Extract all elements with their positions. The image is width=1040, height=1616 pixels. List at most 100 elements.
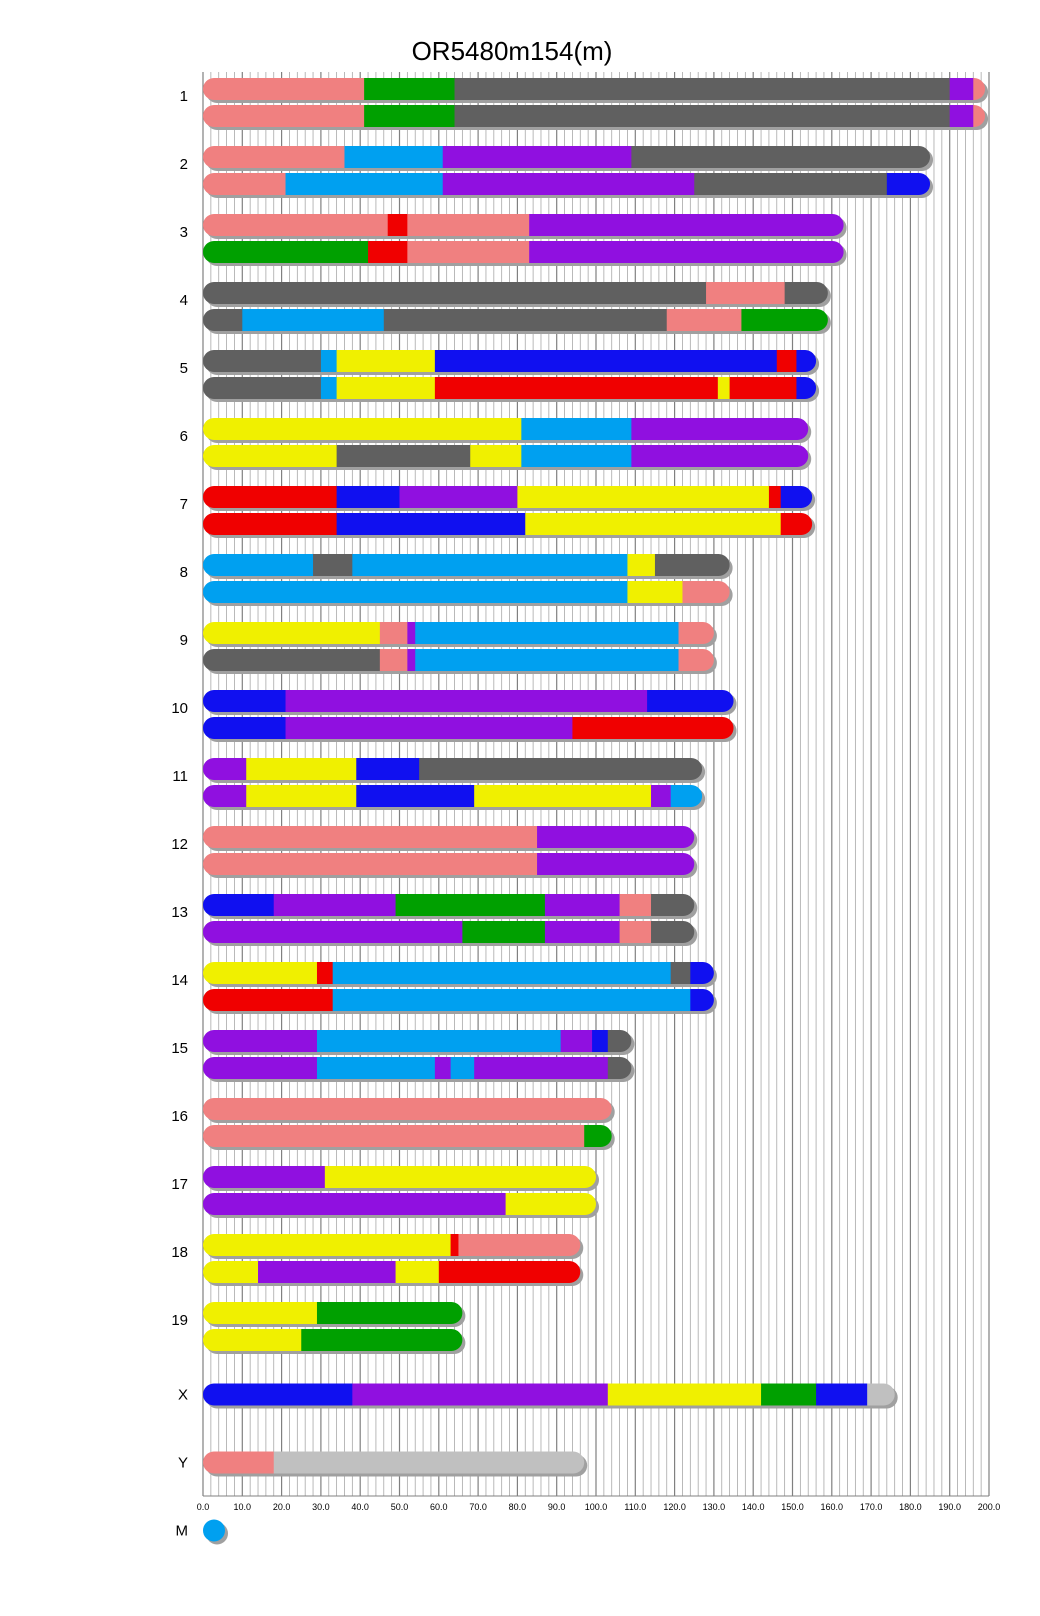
haplotype-bar	[203, 1166, 596, 1188]
segment-darkgray	[651, 894, 695, 916]
segment-darkgray	[419, 758, 703, 780]
segment-yellow	[203, 1261, 259, 1283]
haplotype-bar	[203, 78, 986, 100]
chromosome-label: 2	[180, 156, 188, 173]
segment-yellow	[246, 785, 357, 807]
segment-blue	[886, 173, 931, 195]
segment-skyblue	[203, 581, 628, 603]
segment-purple	[949, 105, 974, 127]
segment-salmon	[203, 105, 365, 127]
segment-skyblue	[352, 554, 628, 576]
haplotype-bar	[203, 418, 809, 440]
x-tick-label: 160.0	[821, 1502, 844, 1512]
haplotype-bar	[203, 622, 714, 644]
segment-darkgray	[336, 445, 471, 467]
segment-yellow	[717, 377, 731, 399]
segment-blue	[356, 758, 420, 780]
segment-skyblue	[521, 445, 632, 467]
chromosome-label: 3	[180, 224, 188, 241]
segment-yellow	[203, 1302, 318, 1324]
segment-darkgray	[654, 554, 730, 576]
segment-purple	[544, 921, 621, 943]
segment-salmon	[379, 622, 408, 644]
segment-darkgray	[203, 309, 243, 331]
segment-purple	[537, 826, 695, 848]
x-tick-label: 0.0	[197, 1502, 210, 1512]
segment-skyblue	[316, 1057, 436, 1079]
haplotype-bar	[203, 282, 828, 304]
segment-blue	[203, 717, 287, 739]
segment-red	[768, 486, 782, 508]
segment-salmon	[203, 146, 345, 168]
haplotype-bar	[203, 758, 703, 780]
segment-green	[301, 1329, 463, 1351]
segment-red	[438, 1261, 581, 1283]
haplotype-bar	[203, 785, 703, 807]
chromosome-label: 14	[171, 972, 188, 989]
haplotype-bar	[203, 826, 695, 848]
haplotype-bar	[203, 894, 695, 916]
segment-skyblue	[203, 554, 314, 576]
haplotype-bar	[203, 350, 817, 372]
chromosome-label: 8	[180, 564, 188, 581]
chromosome-label: 10	[171, 700, 188, 717]
segment-purple	[203, 785, 247, 807]
x-tick-label: 140.0	[742, 1502, 765, 1512]
x-tick-label: 200.0	[978, 1502, 1001, 1512]
haplotype-bar	[203, 1193, 596, 1215]
segment-darkgray	[670, 962, 691, 984]
segment-salmon	[458, 1234, 581, 1256]
segment-yellow	[203, 622, 381, 644]
chromosome-label: 7	[180, 496, 188, 513]
chromosome-label: 12	[171, 836, 188, 853]
haplotype-bar	[203, 1329, 463, 1351]
chromosome-label: 16	[171, 1108, 188, 1125]
segment-green	[584, 1125, 612, 1147]
haplotype-bar	[203, 581, 730, 603]
segment-red	[434, 377, 719, 399]
segment-purple	[407, 622, 416, 644]
segment-green	[316, 1302, 463, 1324]
segment-purple	[474, 1057, 609, 1079]
x-tick-label: 190.0	[938, 1502, 961, 1512]
segment-yellow	[203, 418, 522, 440]
segment-purple	[631, 418, 809, 440]
segment-green	[364, 105, 456, 127]
haplotype-bar	[203, 1519, 225, 1542]
segment-skyblue	[332, 962, 672, 984]
segment-blue	[203, 894, 275, 916]
segment-green	[462, 921, 546, 943]
segment-purple	[407, 649, 416, 671]
segment-red	[780, 513, 813, 535]
segment-purple	[203, 1166, 326, 1188]
chromosome-label: 17	[171, 1176, 188, 1193]
haplotype-bar	[203, 554, 730, 576]
haplotype-bar	[203, 146, 931, 168]
chromosome-label: 6	[180, 428, 188, 445]
segment-purple	[203, 1193, 507, 1215]
segment-purple	[442, 173, 695, 195]
segment-purple	[529, 214, 844, 236]
x-tick-label: 50.0	[391, 1502, 409, 1512]
segment-yellow	[395, 1261, 440, 1283]
segment-red	[203, 486, 338, 508]
segment-darkgray	[784, 282, 828, 304]
segment-purple	[537, 853, 695, 875]
haplotype-bar	[203, 1302, 463, 1324]
x-tick-label: 180.0	[899, 1502, 922, 1512]
segment-red	[572, 717, 734, 739]
segment-blue	[780, 486, 813, 508]
haplotype-bar	[203, 649, 714, 671]
segment-red	[316, 962, 334, 984]
segment-blue	[690, 989, 714, 1011]
segment-red	[203, 989, 334, 1011]
segment-red	[387, 214, 408, 236]
segment-purple	[203, 758, 247, 780]
segment-yellow	[203, 962, 318, 984]
x-axis-ticks: 0.0 10.0 20.0 30.0 40.0 50.0 60.0 70.0 80.0 90.0 1…	[197, 1502, 1001, 1512]
segment-purple	[399, 486, 518, 508]
haplotype-bar	[203, 921, 695, 943]
segment-salmon	[203, 826, 538, 848]
segment-darkgray	[454, 105, 951, 127]
